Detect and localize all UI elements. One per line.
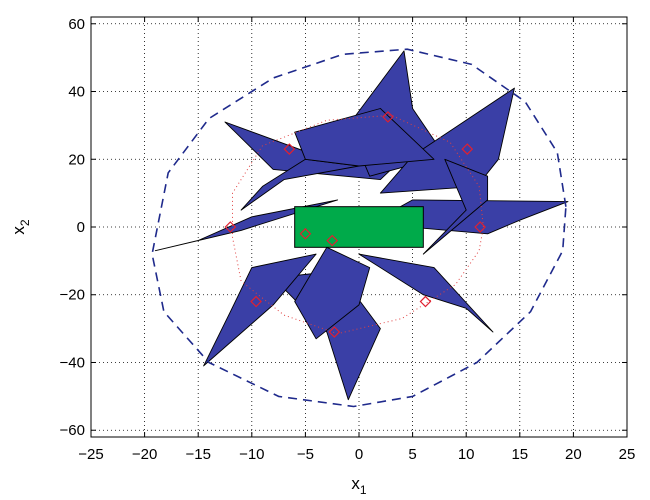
x-tick-label: −15	[185, 446, 210, 463]
x-tick-label: 25	[619, 446, 636, 463]
y-tick-label: 40	[68, 84, 85, 101]
y-tick-label: 60	[68, 16, 85, 33]
x-axis-label: x1	[351, 474, 367, 497]
diamond-marker	[283, 143, 296, 155]
star-polygon	[203, 253, 317, 367]
y-tick-label: −40	[60, 354, 85, 371]
diamond-marker	[299, 227, 312, 240]
diamond-marker	[461, 143, 474, 155]
diamond-marker	[382, 111, 394, 123]
x-tick-label: −25	[78, 446, 103, 463]
plot-area	[151, 48, 569, 408]
diamond-marker	[474, 221, 486, 233]
axis-ticks: −25 −20 −15 −10 −5 0 5 10 15 20 25 −60 −40 −20 0 20 40 60	[60, 16, 636, 463]
outer-ellipse	[151, 48, 567, 408]
star-polygon	[294, 108, 435, 167]
x-tick-label: −5	[297, 446, 314, 463]
x-tick-label: 15	[511, 446, 528, 463]
x-tick-label: 5	[408, 446, 416, 463]
y-tick-label: −60	[60, 422, 85, 439]
x-tick-label: 20	[565, 446, 582, 463]
diamond-marker	[224, 221, 237, 233]
inner-ellipse	[232, 114, 484, 335]
y-axis-label: x2	[9, 219, 32, 235]
target-rectangle	[294, 206, 424, 248]
diamond-marker	[419, 295, 432, 308]
star-polygon	[358, 253, 494, 333]
y-tick-label: 20	[68, 151, 85, 168]
y-tick-label: 0	[77, 219, 85, 236]
diamond-marker	[326, 234, 339, 247]
x-tick-label: −20	[132, 446, 157, 463]
x-tick-label: 10	[458, 446, 475, 463]
diamond-marker	[328, 326, 341, 338]
x-tick-label: 0	[355, 446, 363, 463]
y-tick-label: −20	[60, 287, 85, 304]
star-polygon	[422, 158, 489, 255]
x-tick-label: −10	[239, 446, 264, 463]
star-polygon	[294, 246, 371, 340]
diamond-marker	[250, 295, 262, 308]
